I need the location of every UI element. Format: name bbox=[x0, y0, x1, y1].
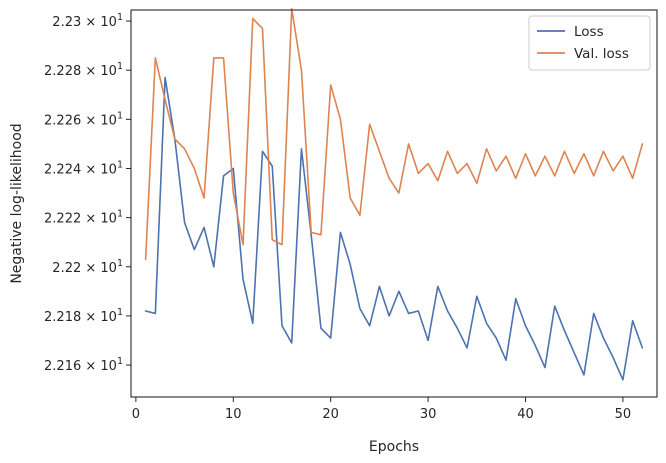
x-tick-label: 50 bbox=[615, 407, 632, 422]
legend: Loss Val. loss bbox=[528, 15, 651, 71]
y-tick-label: 2.22 × 101 bbox=[52, 258, 123, 276]
legend-label-val-loss: Val. loss bbox=[574, 46, 629, 62]
y-tick-label: 2.216 × 101 bbox=[44, 356, 123, 374]
y-tick-label: 2.228 × 101 bbox=[44, 61, 123, 79]
x-tick-label: 30 bbox=[420, 407, 437, 422]
legend-box bbox=[528, 15, 651, 71]
y-tick-label: 2.222 × 101 bbox=[44, 209, 123, 227]
x-tick-label: 20 bbox=[322, 407, 339, 422]
series-line-val-loss bbox=[144, 7, 644, 261]
series-line-loss bbox=[144, 76, 644, 381]
y-axis: 2.216 × 101 2.218 × 101 2.22 × 101 2.222 × … bbox=[44, 12, 131, 374]
x-axis-label: Epochs bbox=[369, 439, 419, 455]
x-tick-label: 0 bbox=[132, 407, 140, 422]
y-tick-label: 2.226 × 101 bbox=[44, 110, 123, 128]
y-tick-label: 2.218 × 101 bbox=[44, 307, 123, 325]
plot-area-frame bbox=[130, 9, 658, 398]
series-layer bbox=[144, 7, 644, 381]
x-tick-label: 40 bbox=[517, 407, 534, 422]
x-axis: 0 10 20 30 40 50 bbox=[132, 397, 631, 422]
x-tick-label: 10 bbox=[225, 407, 242, 422]
legend-label-loss: Loss bbox=[574, 24, 604, 40]
y-axis-label: Negative log-likelihood bbox=[9, 123, 25, 283]
y-tick-label: 2.224 × 101 bbox=[44, 159, 123, 177]
y-tick-label: 2.23 × 101 bbox=[52, 12, 123, 30]
